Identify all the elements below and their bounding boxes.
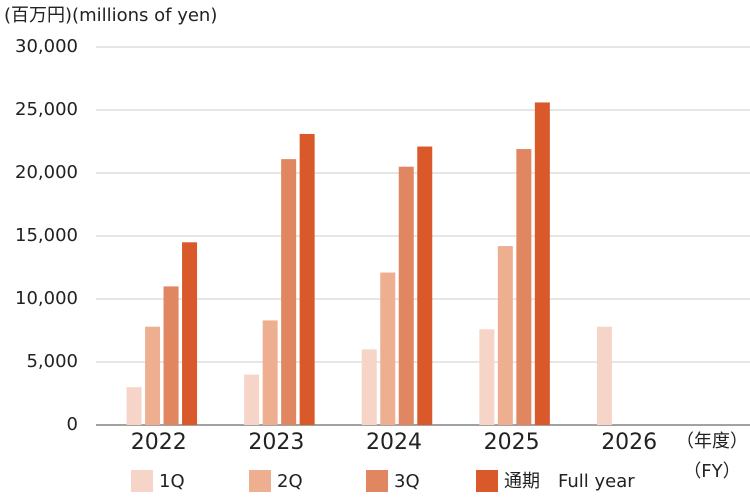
y-tick-label: 15,000: [15, 225, 78, 246]
y-tick-label: 25,000: [15, 99, 78, 120]
chart-title: (百万円)(millions of yen): [4, 5, 217, 26]
bar: [361, 349, 377, 425]
legend-label: 1Q: [159, 471, 185, 492]
bar: [281, 159, 297, 425]
bar: [244, 374, 260, 425]
x-tick-label: 2024: [366, 430, 422, 455]
x-tick-label: 2026: [601, 430, 657, 455]
legend-swatch: [476, 470, 498, 492]
bar: [380, 272, 396, 425]
bar: [398, 166, 414, 425]
bar: [497, 246, 513, 425]
legend-swatch: [366, 470, 388, 492]
x-unit: （年度）: [676, 431, 748, 452]
legend-label: 2Q: [277, 471, 303, 492]
bar: [145, 326, 161, 425]
bar: [534, 102, 550, 425]
legend-label: 通期 Full year: [504, 471, 635, 492]
bar: [417, 146, 433, 426]
y-tick-label: 10,000: [15, 288, 78, 309]
y-tick-label: 20,000: [15, 162, 78, 183]
bar: [516, 149, 532, 425]
bar: [126, 387, 142, 425]
x-tick-label: 2025: [484, 430, 540, 455]
bar: [299, 133, 315, 425]
bar: [163, 286, 179, 425]
bar: [262, 320, 278, 425]
x-tick-label: 2022: [131, 430, 187, 455]
legend-swatch: [131, 470, 153, 492]
y-tick-label: 0: [67, 414, 78, 435]
bar: [479, 329, 495, 425]
bar: [182, 242, 198, 425]
legend-label: 3Q: [394, 471, 420, 492]
x-unit: （FY）: [683, 461, 740, 482]
bar: [596, 326, 612, 425]
legend-swatch: [249, 470, 271, 492]
y-tick-label: 30,000: [15, 36, 78, 57]
x-tick-label: 2023: [248, 430, 304, 455]
y-tick-label: 5,000: [26, 351, 78, 372]
